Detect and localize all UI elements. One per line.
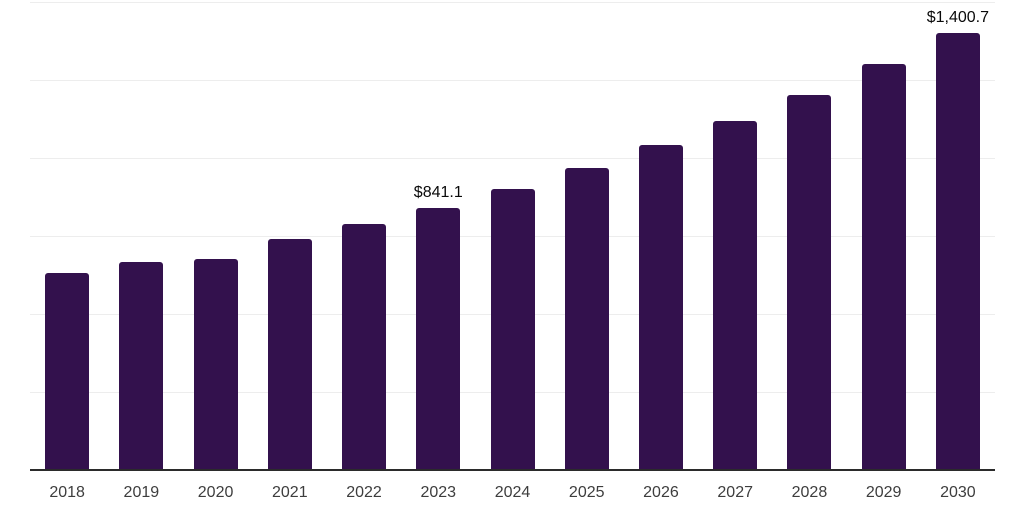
x-axis-tick-label-2027: 2027 xyxy=(717,484,753,501)
bar-2028 xyxy=(787,94,832,470)
horizontal-gridline xyxy=(30,80,995,81)
bar-2022 xyxy=(342,223,387,470)
x-axis-tick-label-2024: 2024 xyxy=(494,484,531,501)
horizontal-gridline xyxy=(30,2,995,3)
bar-2019 xyxy=(119,261,164,470)
bar-2027 xyxy=(713,120,758,470)
x-axis-tick-label-2029: 2029 xyxy=(865,484,902,501)
bar-2026 xyxy=(638,144,683,470)
x-axis-tick-label-2023: 2023 xyxy=(420,484,457,501)
bar-2029 xyxy=(861,64,906,470)
x-axis-tick-label-2030: 2030 xyxy=(940,484,976,501)
bar-2024 xyxy=(490,188,535,470)
bar-2030 xyxy=(935,32,980,470)
x-axis-tick-label-2020: 2020 xyxy=(197,484,234,501)
bar-2018 xyxy=(45,273,90,470)
bar-2020 xyxy=(193,259,238,470)
x-axis-tick-label-2028: 2028 xyxy=(791,484,828,501)
bar-value-label-2030: $1,400.7 xyxy=(926,8,990,26)
x-axis-tick-label-2026: 2026 xyxy=(643,484,679,501)
x-axis-tick-label-2022: 2022 xyxy=(346,484,382,501)
x-axis-tick-label-2019: 2019 xyxy=(123,484,160,501)
x-axis-tick-label-2021: 2021 xyxy=(272,484,308,501)
x-axis-tick-label-2018: 2018 xyxy=(49,484,85,501)
bar-value-label-2023: $841.1 xyxy=(413,183,463,201)
x-axis-tick-label-2025: 2025 xyxy=(568,484,605,501)
bar-2021 xyxy=(267,239,312,470)
bar-2025 xyxy=(564,167,609,470)
horizontal-gridline xyxy=(30,158,995,159)
x-axis-line xyxy=(30,469,995,471)
bar-2023 xyxy=(416,207,461,470)
